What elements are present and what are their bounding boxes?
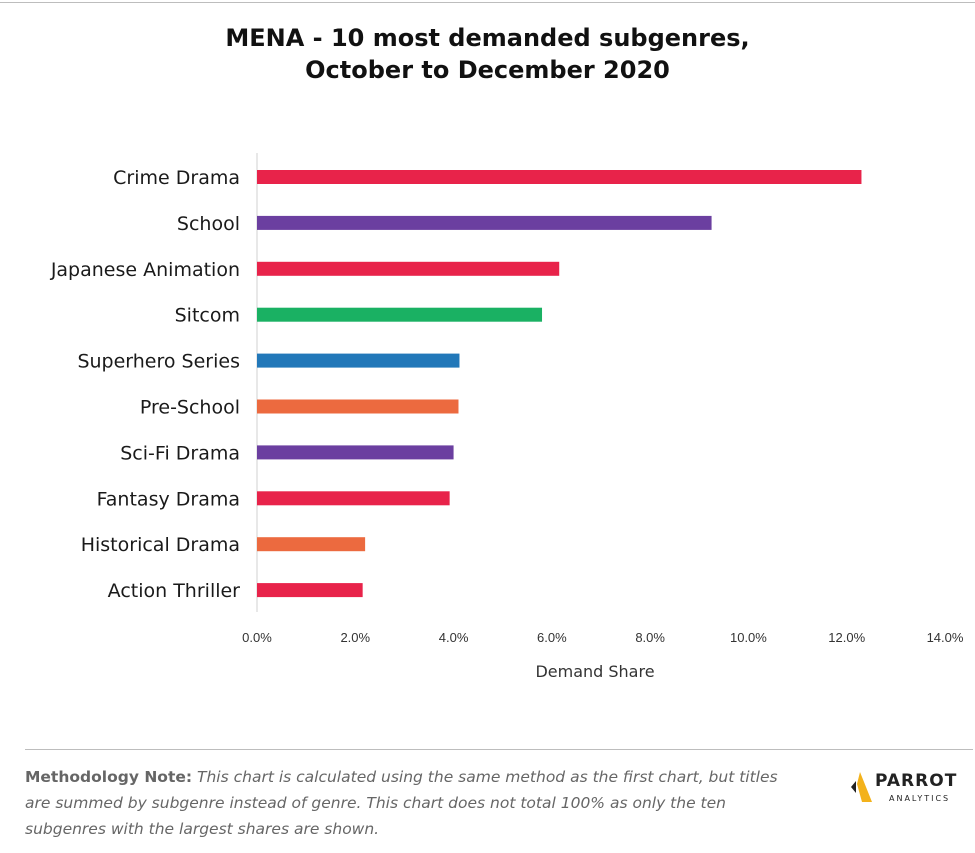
x-tick-labels: 0.0% 2.0% 4.0% 6.0% 8.0% 10.0% 12.0% 14.0%: [242, 630, 964, 645]
parrot-logo-icon: [851, 772, 872, 802]
x-tick-label: 6.0%: [537, 630, 567, 645]
bar-fantasy-drama: [257, 491, 450, 506]
chart-title-line-1: MENA - 10 most demanded subgenres,: [225, 24, 750, 52]
logo-subtext: ANALYTICS: [889, 794, 951, 803]
category-label: Action Thriller: [108, 580, 241, 602]
x-tick-label: 10.0%: [730, 630, 767, 645]
top-divider: [0, 2, 975, 3]
bar-chart: Crime Drama School Japanese Animation Sitco…: [50, 153, 964, 681]
bar-superhero-series: [257, 353, 460, 368]
bar-pre-school: [257, 399, 459, 414]
bar-sitcom: [257, 307, 543, 322]
bar-action-thriller: [257, 583, 363, 598]
footer-divider: [25, 749, 973, 750]
category-label: Sci-Fi Drama: [120, 442, 240, 464]
category-label: School: [177, 213, 240, 235]
category-label: Pre-School: [140, 397, 240, 419]
chart-title-line-2: October to December 2020: [305, 56, 670, 84]
bar-historical-drama: [257, 537, 366, 552]
category-label: Historical Drama: [81, 534, 240, 556]
x-axis-title: Demand Share: [535, 662, 654, 681]
logo-wordmark: PARROT: [875, 771, 958, 791]
bar-school: [257, 215, 712, 230]
bar-japanese-animation: [257, 261, 560, 276]
category-labels: Crime Drama School Japanese Animation Sitco…: [50, 167, 240, 602]
x-tick-label: 0.0%: [242, 630, 272, 645]
bar-group: [257, 170, 862, 598]
x-tick-label: 12.0%: [828, 630, 865, 645]
bar-crime-drama: [257, 170, 862, 184]
chart-title: MENA - 10 most demanded subgenres, Octob…: [0, 22, 975, 86]
x-tick-label: 8.0%: [635, 630, 665, 645]
x-tick-label: 4.0%: [439, 630, 469, 645]
parrot-analytics-logo: PARROT ANALYTICS: [848, 770, 973, 810]
category-label: Superhero Series: [77, 351, 240, 373]
methodology-note: Methodology Note: This chart is calculat…: [25, 764, 805, 842]
bar-sci-fi-drama: [257, 445, 454, 460]
methodology-note-body: This chart is calculated using the same …: [25, 768, 778, 838]
x-tick-label: 2.0%: [340, 630, 370, 645]
methodology-note-heading: Methodology Note:: [25, 768, 193, 786]
x-tick-label: 14.0%: [927, 630, 964, 645]
category-label: Fantasy Drama: [97, 488, 240, 510]
category-label: Crime Drama: [113, 167, 240, 189]
category-label: Sitcom: [175, 305, 240, 327]
category-label: Japanese Animation: [50, 259, 240, 281]
